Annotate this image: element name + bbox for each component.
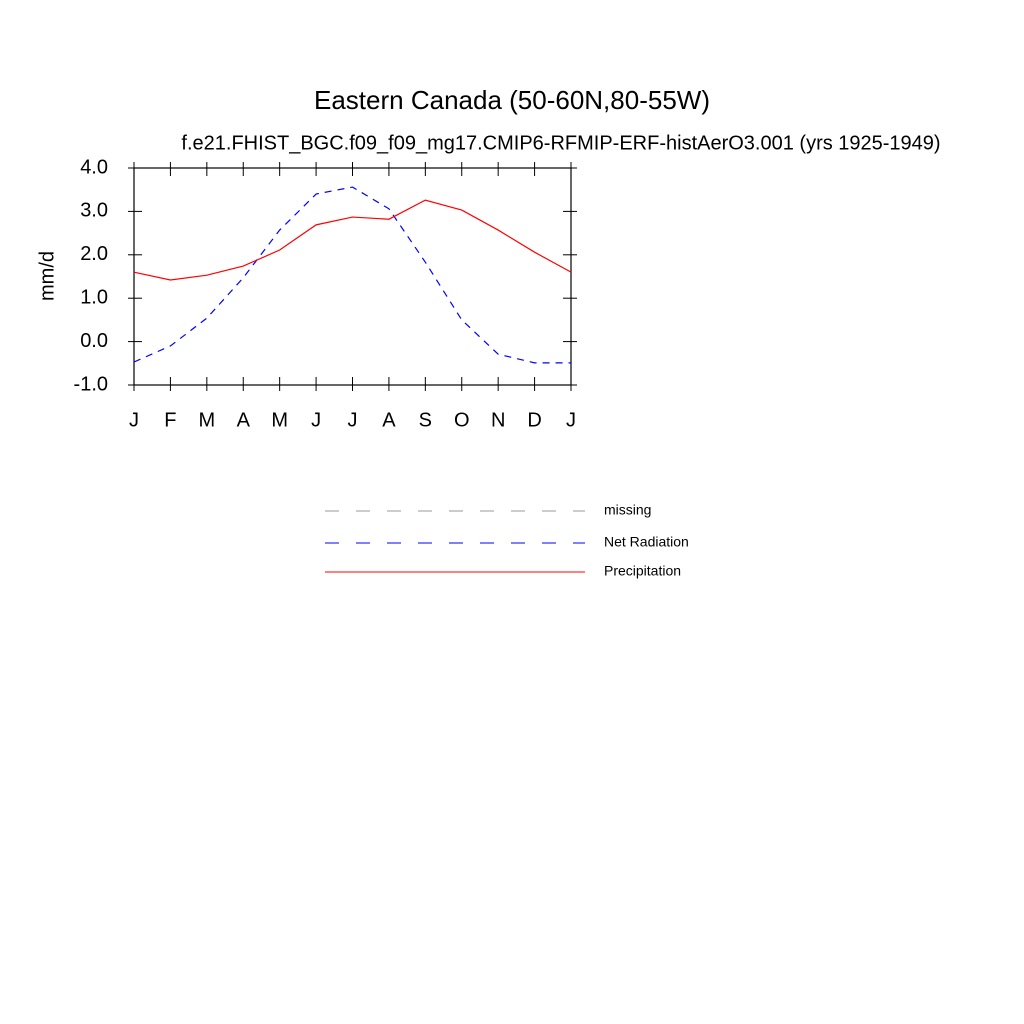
chart-subtitle: f.e21.FHIST_BGC.f09_f09_mg17.CMIP6-RFMIP… [181,132,940,154]
x-tick-label: M [198,409,215,431]
y-tick-label: 1.0 [80,286,108,308]
y-axis-label: mm/d [36,251,58,301]
x-tick-label: S [419,409,432,431]
x-tick-label: O [454,409,470,431]
x-tick-label: N [491,409,505,431]
x-tick-label: J [348,409,358,431]
series-line [133,186,571,364]
y-tick-label: 4.0 [80,156,108,178]
y-tick-label: 2.0 [80,243,108,265]
x-tick-label: A [237,409,251,431]
legend-label: Precipitation [604,563,681,579]
x-tick-label: A [382,409,396,431]
series-line [133,199,572,281]
y-tick-label: 3.0 [80,200,108,222]
chart-title: Eastern Canada (50-60N,80-55W) [314,85,710,115]
y-tick-label: 0.0 [80,330,108,352]
x-tick-label: J [566,409,576,431]
x-tick-label: F [164,409,176,431]
x-tick-label: M [271,409,288,431]
legend-label: Net Radiation [604,534,689,550]
legend-label: missing [604,502,651,518]
x-tick-label: J [129,409,139,431]
y-tick-label: -1.0 [74,373,108,395]
x-tick-label: J [311,409,321,431]
x-tick-label: D [527,409,541,431]
